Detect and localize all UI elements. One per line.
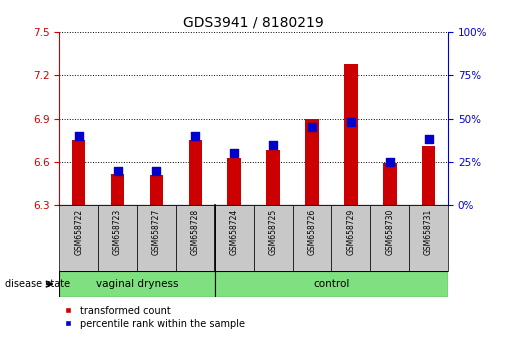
Bar — [370, 205, 409, 271]
Text: GSM658725: GSM658725 — [269, 209, 278, 255]
Text: control: control — [313, 279, 350, 289]
Bar — [215, 271, 448, 297]
Point — [113, 168, 122, 173]
Bar — [332, 205, 370, 271]
Bar — [111, 173, 124, 205]
Point — [308, 124, 316, 130]
Bar — [98, 205, 137, 271]
Bar — [188, 140, 202, 205]
Text: GSM658727: GSM658727 — [152, 209, 161, 255]
Bar — [344, 64, 357, 205]
Bar — [253, 205, 293, 271]
Text: GSM658724: GSM658724 — [230, 209, 238, 255]
Point — [424, 137, 433, 142]
Text: vaginal dryness: vaginal dryness — [96, 279, 178, 289]
Bar — [383, 164, 397, 205]
Point — [230, 150, 238, 156]
Legend: transformed count, percentile rank within the sample: transformed count, percentile rank withi… — [64, 306, 245, 329]
Text: disease state: disease state — [5, 279, 70, 289]
Bar — [215, 205, 253, 271]
Text: GSM658731: GSM658731 — [424, 209, 433, 255]
Text: GSM658730: GSM658730 — [385, 209, 394, 255]
Point — [75, 133, 83, 139]
Bar — [59, 205, 98, 271]
Bar — [409, 205, 448, 271]
Point — [386, 159, 394, 165]
Point — [152, 168, 161, 173]
Point — [191, 133, 199, 139]
Text: GSM658729: GSM658729 — [347, 209, 355, 255]
Bar — [72, 140, 85, 205]
Bar — [305, 119, 319, 205]
Title: GDS3941 / 8180219: GDS3941 / 8180219 — [183, 15, 324, 29]
Bar — [422, 146, 435, 205]
Bar — [176, 205, 215, 271]
Text: GSM658728: GSM658728 — [191, 209, 200, 255]
Bar — [266, 150, 280, 205]
Text: GSM658723: GSM658723 — [113, 209, 122, 255]
Text: GSM658726: GSM658726 — [307, 209, 316, 255]
Point — [269, 142, 277, 147]
Text: GSM658722: GSM658722 — [74, 209, 83, 255]
Bar — [228, 158, 241, 205]
Bar — [59, 271, 215, 297]
Point — [347, 119, 355, 125]
Bar — [137, 205, 176, 271]
Bar — [150, 175, 163, 205]
Bar — [293, 205, 332, 271]
